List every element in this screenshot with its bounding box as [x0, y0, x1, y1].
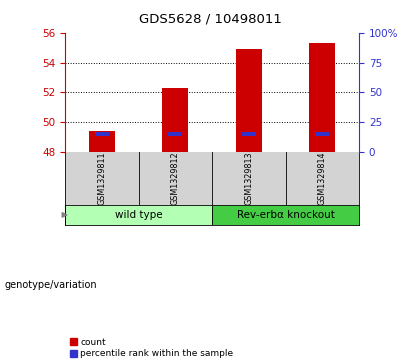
Bar: [242, 132, 256, 136]
Text: wild type: wild type: [115, 210, 163, 220]
Text: GSM1329814: GSM1329814: [318, 152, 327, 205]
Bar: [65, 205, 212, 225]
Bar: [310, 43, 335, 152]
Text: Rev-erbα knockout: Rev-erbα knockout: [236, 210, 335, 220]
Text: GSM1329812: GSM1329812: [171, 152, 180, 205]
Bar: [236, 49, 262, 152]
Text: GDS5628 / 10498011: GDS5628 / 10498011: [139, 13, 281, 26]
Bar: [89, 131, 115, 152]
Bar: [95, 132, 109, 136]
Bar: [212, 205, 359, 225]
Legend: count, percentile rank within the sample: count, percentile rank within the sample: [70, 338, 234, 359]
Bar: [168, 132, 182, 136]
Text: genotype/variation: genotype/variation: [4, 280, 97, 290]
Text: GSM1329813: GSM1329813: [244, 152, 253, 205]
Bar: [163, 88, 188, 152]
Text: GSM1329811: GSM1329811: [97, 152, 106, 205]
Bar: [315, 132, 329, 136]
